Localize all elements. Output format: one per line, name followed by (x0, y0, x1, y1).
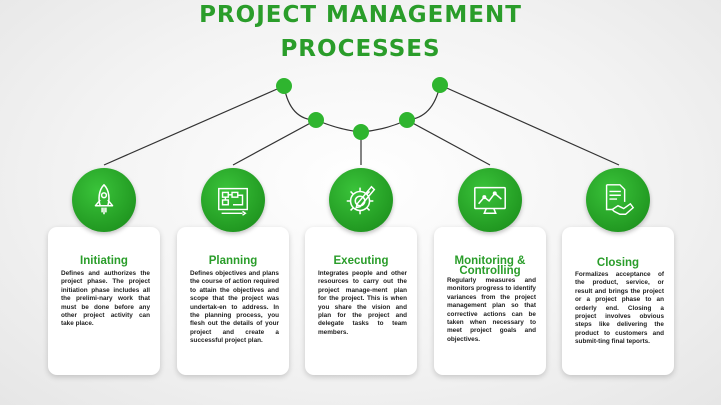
title-line-1: PROJECT MANAGEMENT (199, 2, 522, 28)
step-title-closing: Closing (596, 257, 640, 269)
document-handshake-icon (605, 184, 635, 215)
card-monitoring-controlling: Monitoring & Controlling Regularly measu… (434, 227, 546, 375)
title-line-2: PROCESSES (280, 36, 441, 62)
connector-line-closing (439, 84, 620, 166)
step-description-planning: Defines objectives and plans the course … (190, 270, 279, 345)
card-executing: Executing Integrates people and other re… (305, 227, 417, 375)
circle-executing (329, 168, 393, 232)
connector-node-5 (432, 77, 448, 93)
connector-node-1 (276, 78, 292, 94)
connector-line-monitoring (406, 119, 491, 166)
blueprint-icon (218, 187, 248, 216)
step-title-monitoring-line1: Monitoring & (454, 255, 526, 267)
gear-pencil-icon (346, 185, 376, 215)
card-initiating: Initiating Defines and authorizes the pr… (48, 227, 160, 375)
circle-monitoring-controlling (458, 168, 522, 232)
step-title-planning: Planning (208, 255, 258, 267)
step-description-executing: Integrates people and other resources to… (318, 270, 407, 336)
connector-node-3 (353, 124, 369, 140)
card-planning: Planning Defines objectives and plans th… (177, 227, 289, 375)
step-title-initiating: Initiating (80, 255, 128, 267)
circle-initiating (72, 168, 136, 232)
monitor-chart-icon (474, 186, 506, 215)
connector-line-initiating (103, 85, 285, 166)
circle-planning (201, 168, 265, 232)
step-title-monitoring-line2: Controlling (459, 265, 521, 277)
rocket-icon (94, 184, 114, 215)
step-title-executing: Executing (333, 255, 389, 267)
connector-node-2 (308, 112, 324, 128)
circle-closing (586, 168, 650, 232)
step-description-monitoring: Regularly measures and monitors progress… (447, 277, 536, 343)
step-description-closing: Formalizes acceptance of the product, se… (575, 271, 664, 346)
step-description-initiating: Defines and authorizes the project phase… (61, 270, 150, 328)
connector-node-4 (399, 112, 415, 128)
card-closing: Closing Formalizes acceptance of the pro… (562, 227, 674, 375)
connector-line-planning (232, 119, 317, 166)
